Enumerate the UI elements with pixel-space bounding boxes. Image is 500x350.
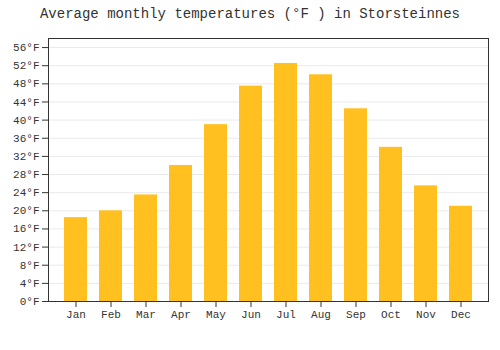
svg-text:Feb: Feb (101, 309, 121, 321)
svg-text:24°F: 24°F (13, 187, 39, 199)
svg-text:Jul: Jul (276, 309, 296, 321)
svg-text:48°F: 48°F (13, 78, 39, 90)
svg-text:32°F: 32°F (13, 151, 39, 163)
svg-text:36°F: 36°F (13, 133, 39, 145)
svg-text:52°F: 52°F (13, 60, 39, 72)
svg-text:40°F: 40°F (13, 115, 39, 127)
svg-text:20°F: 20°F (13, 205, 39, 217)
svg-text:Aug: Aug (311, 309, 331, 321)
svg-text:56°F: 56°F (13, 42, 39, 54)
svg-text:Nov: Nov (416, 309, 436, 321)
svg-text:4°F: 4°F (20, 278, 40, 290)
svg-text:Apr: Apr (171, 309, 191, 321)
svg-text:44°F: 44°F (13, 97, 39, 109)
svg-text:Mar: Mar (136, 309, 156, 321)
svg-text:12°F: 12°F (13, 242, 39, 254)
svg-text:May: May (206, 309, 226, 321)
svg-text:0°F: 0°F (20, 296, 40, 308)
svg-text:Jan: Jan (66, 309, 86, 321)
svg-text:Sep: Sep (346, 309, 366, 321)
svg-text:Dec: Dec (451, 309, 471, 321)
svg-text:16°F: 16°F (13, 223, 39, 235)
svg-text:Oct: Oct (381, 309, 401, 321)
svg-text:8°F: 8°F (20, 260, 40, 272)
svg-text:28°F: 28°F (13, 169, 39, 181)
html-text:Average monthly temperatures (: Average monthly temperatures (°F ) in St… (40, 6, 460, 22)
svg-text:Jun: Jun (241, 309, 261, 321)
